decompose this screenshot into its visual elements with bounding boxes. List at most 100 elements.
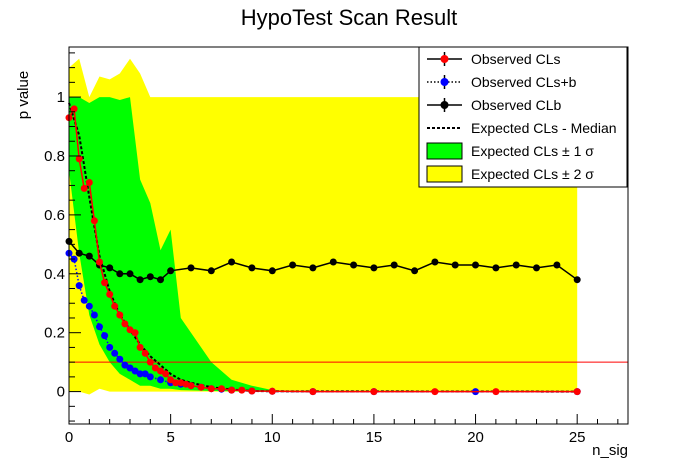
observed-cls-point (136, 343, 144, 351)
observed-clb-point (85, 252, 93, 260)
observed-clsb-point (146, 373, 154, 381)
observed-cls-point (70, 105, 78, 113)
observed-clb-point (431, 258, 439, 266)
y-axis-label: p value (15, 71, 32, 119)
observed-clsb-point (116, 355, 124, 363)
legend-entry: Observed CLs+b (427, 74, 577, 90)
observed-cls-point (431, 388, 439, 396)
observed-cls-point (90, 217, 98, 225)
observed-clb-point (329, 258, 337, 266)
observed-cls-point (167, 376, 175, 384)
legend-swatch (426, 142, 463, 160)
legend-label: Expected CLs ± 1 σ (471, 143, 594, 159)
observed-cls-point (268, 387, 276, 395)
observed-cls-point (157, 367, 164, 375)
legend-marker (440, 101, 449, 109)
legend-label: Expected CLs ± 2 σ (471, 166, 594, 182)
y-tick-label: 0.6 (44, 207, 65, 224)
observed-clb-point (136, 276, 144, 284)
series-layer (65, 102, 628, 396)
observed-clsb-point (80, 296, 88, 304)
observed-clb-point (167, 267, 175, 275)
legend: Observed CLs Observed CLs+b Observed CLb Ex… (418, 46, 628, 188)
observed-cls-point (218, 385, 225, 393)
observed-cls-point (146, 358, 154, 366)
legend-entry: Expected CLs - Median (427, 120, 617, 136)
y-tick-label: 1 (57, 89, 65, 106)
observed-clb-point (289, 261, 297, 269)
observed-clsb-point (141, 370, 149, 378)
observed-clsb-point (90, 311, 98, 319)
x-tick-label: 10 (264, 429, 281, 446)
observed-clsb-point (136, 370, 144, 378)
observed-clsb-point (121, 361, 129, 369)
observed-clb-point (228, 258, 236, 266)
y-tick-label: 0.8 (44, 148, 65, 165)
observed-cls-point (131, 329, 139, 337)
observed-cls-point (126, 326, 134, 334)
observed-clb-point (75, 249, 83, 257)
observed-clb-point (207, 267, 215, 275)
observed-cls-point (121, 320, 129, 328)
observed-clsb-point (111, 349, 119, 357)
x-tick-label: 5 (166, 429, 174, 446)
observed-cls-point (151, 364, 159, 372)
observed-clb-point (106, 264, 114, 272)
observed-clsb-point (85, 302, 93, 310)
legend-swatch (426, 165, 463, 183)
legend-label: Observed CLs (471, 51, 560, 67)
observed-clb-point (268, 267, 276, 275)
observed-clsb-point (126, 364, 134, 372)
observed-cls-point (248, 387, 256, 395)
observed-cls-point (85, 179, 93, 186)
observed-cls-point (116, 311, 124, 319)
observed-cls-point (492, 388, 500, 396)
observed-cls-point (187, 382, 195, 390)
plot-frame (68, 46, 629, 425)
x-tick-label: 25 (569, 429, 586, 446)
observed-clsb-point (75, 282, 83, 290)
observed-cls-point (96, 258, 103, 266)
observed-clb-point (492, 264, 500, 272)
observed-cls-point (197, 383, 205, 391)
legend-entry: Observed CLs (427, 51, 560, 67)
observed-cls-point (101, 279, 109, 287)
observed-clb-point (350, 261, 358, 269)
observed-clb-point (451, 261, 459, 269)
legend-marker (440, 55, 449, 63)
observed-cls-point (106, 290, 114, 298)
observed-cls-point (75, 155, 83, 163)
observed-clb-point (553, 261, 561, 269)
axes: 0 5 10 15 20 25 0 0.2 0.4 0.6 0.8 1 (44, 52, 619, 446)
observed-clsb-point (101, 332, 109, 340)
legend-label: Observed CLb (471, 97, 561, 113)
legend-items: Observed CLs Observed CLs+b Observed CLb Ex… (426, 51, 617, 183)
chart-title: HypoTest Scan Result (241, 5, 457, 30)
observed-cls-point (162, 370, 170, 378)
observed-clb-point (248, 264, 256, 272)
observed-cls-point (141, 349, 149, 357)
observed-clb-point (573, 276, 581, 284)
legend-label: Observed CLs+b (471, 74, 577, 90)
observed-clb-point (116, 270, 124, 278)
observed-clb-point (187, 264, 195, 272)
legend-entry: Expected CLs ± 1 σ (426, 142, 594, 160)
observed-clsb-point (106, 343, 114, 351)
observed-clb-point (472, 261, 479, 269)
legend-marker (440, 78, 449, 86)
y-tick-label: 0.4 (44, 266, 65, 283)
observed-clb-point (146, 273, 154, 281)
legend-entry: Expected CLs ± 2 σ (426, 165, 594, 183)
legend-entry: Observed CLb (427, 97, 561, 113)
observed-clb-point (126, 270, 134, 278)
x-tick-label: 20 (467, 429, 484, 446)
legend-box (418, 46, 628, 188)
y-tick-label: 0 (57, 384, 65, 401)
observed-clsb-point (96, 323, 103, 331)
observed-cls-point (309, 388, 317, 396)
observed-cls-point (370, 388, 378, 396)
y-tick-label: 0.2 (44, 325, 65, 342)
observed-cls-point (228, 386, 236, 394)
observed-clb-point (309, 264, 317, 272)
